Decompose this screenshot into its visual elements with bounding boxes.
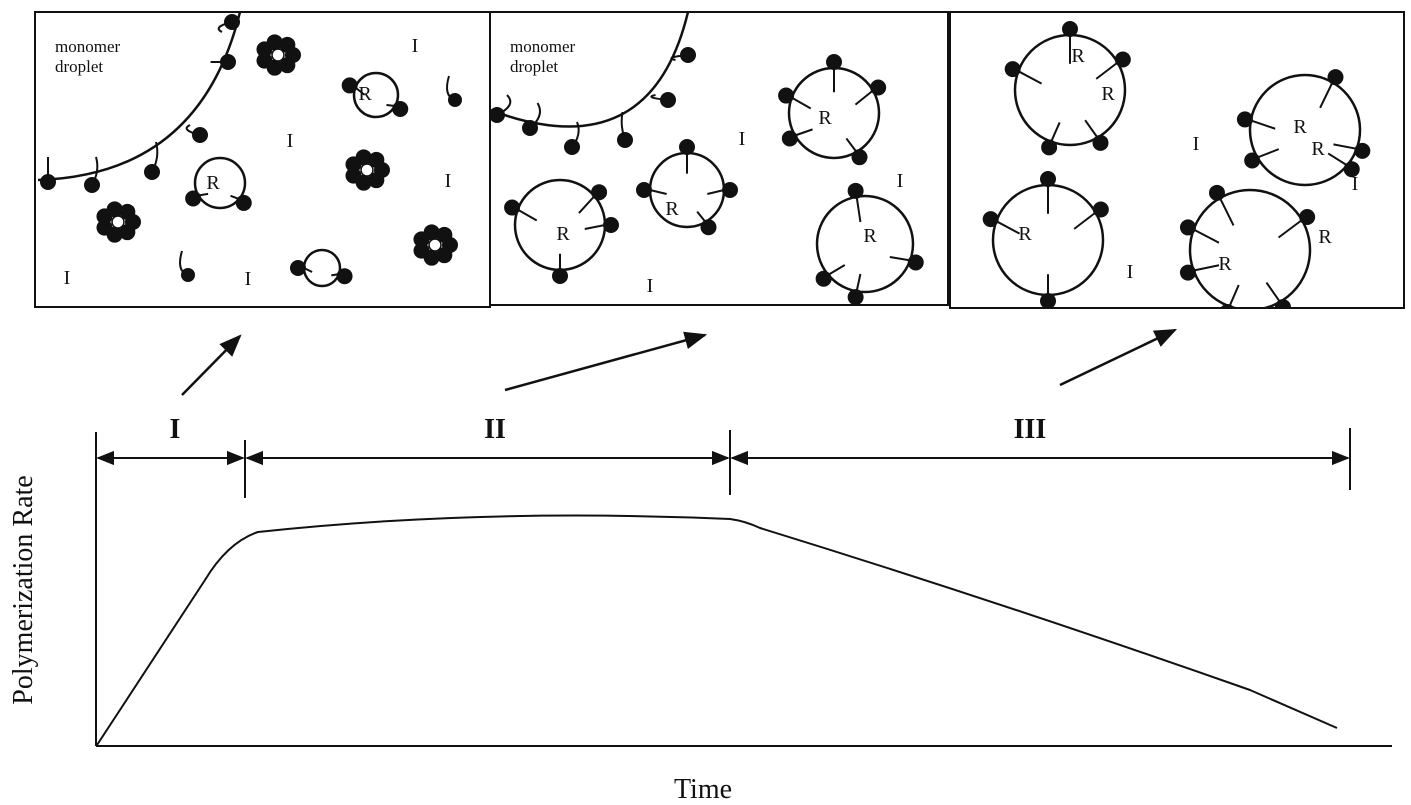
species-label: R — [1218, 253, 1232, 275]
species-label: R — [665, 198, 679, 220]
molecule — [1328, 69, 1344, 85]
y-axis-label: Polymerization Rate — [8, 475, 39, 704]
molecule — [1354, 143, 1370, 159]
molecule — [1244, 153, 1260, 169]
molecule — [1040, 171, 1056, 187]
micelle-core — [272, 49, 284, 61]
molecule — [185, 191, 201, 207]
species-label: R — [358, 83, 372, 105]
species-label: I — [739, 128, 746, 150]
molecule — [826, 54, 842, 70]
droplet-label: monomer — [510, 37, 575, 56]
molecule — [679, 139, 695, 155]
arrow — [505, 335, 705, 390]
molecule — [342, 77, 358, 93]
arrow — [182, 336, 240, 395]
molecule — [1093, 202, 1109, 218]
molecule — [1093, 135, 1109, 151]
arrow — [1060, 330, 1175, 385]
phase-label: I — [170, 414, 181, 445]
species-label: R — [1101, 83, 1115, 105]
species-label: I — [445, 170, 452, 192]
phase-label: III — [1014, 414, 1047, 445]
species-label: I — [64, 267, 71, 289]
molecule — [908, 254, 924, 270]
molecule — [1219, 304, 1235, 320]
molecule — [504, 200, 520, 216]
species-label: R — [818, 107, 832, 129]
droplet-label: monomer — [55, 37, 120, 56]
molecule — [983, 211, 999, 227]
molecule — [1299, 209, 1315, 225]
molecule — [848, 289, 864, 305]
molecule — [603, 217, 619, 233]
droplet-label: droplet — [510, 57, 558, 76]
molecule — [1115, 52, 1131, 68]
species-label: R — [1018, 223, 1032, 245]
species-label: I — [647, 275, 654, 297]
molecule — [337, 268, 353, 284]
x-axis-label: Time — [674, 774, 732, 805]
molecule — [1041, 139, 1057, 155]
droplet-label: droplet — [55, 57, 103, 76]
species-label: I — [1127, 261, 1134, 283]
molecule — [591, 184, 607, 200]
molecule — [816, 271, 832, 287]
molecule — [636, 182, 652, 198]
species-label: I — [245, 268, 252, 290]
molecule — [1062, 21, 1078, 37]
species-label: I — [1193, 133, 1200, 155]
molecule — [181, 268, 195, 282]
molecule — [236, 195, 252, 211]
panel-box — [950, 12, 1404, 308]
species-label: I — [1352, 173, 1359, 195]
molecule — [392, 101, 408, 117]
micelle-core — [429, 239, 441, 251]
micelle-core — [112, 216, 124, 228]
species-label: R — [1071, 45, 1085, 67]
molecule — [1209, 185, 1225, 201]
molecule — [1180, 219, 1196, 235]
species-label: R — [1318, 226, 1332, 248]
diagram: I II III Polymerization Rate Time IIIIIR… — [0, 0, 1411, 805]
species-label: R — [556, 223, 570, 245]
molecule — [1180, 265, 1196, 281]
species-label: I — [897, 170, 904, 192]
rate-curve — [97, 516, 1337, 745]
molecule — [870, 80, 886, 96]
species-label: I — [287, 130, 294, 152]
species-label: R — [863, 225, 877, 247]
species-label: R — [1293, 116, 1307, 138]
stage-arrows — [182, 330, 1175, 395]
micelle-core — [361, 164, 373, 176]
molecule — [290, 260, 306, 276]
species-label: I — [412, 35, 419, 57]
phase-label: II — [484, 414, 506, 445]
molecule — [848, 183, 864, 199]
species-label: R — [1311, 138, 1325, 160]
molecule — [1005, 61, 1021, 77]
panels — [35, 12, 1404, 308]
rate-plot — [96, 428, 1392, 746]
molecule — [782, 131, 798, 147]
molecule — [552, 268, 568, 284]
molecule — [1237, 111, 1253, 127]
species-label: R — [206, 172, 220, 194]
molecule — [448, 93, 462, 107]
molecule — [1275, 299, 1291, 315]
molecule — [722, 182, 738, 198]
molecule — [701, 219, 717, 235]
molecule — [1040, 293, 1056, 309]
molecule — [852, 149, 868, 165]
molecule — [778, 88, 794, 104]
